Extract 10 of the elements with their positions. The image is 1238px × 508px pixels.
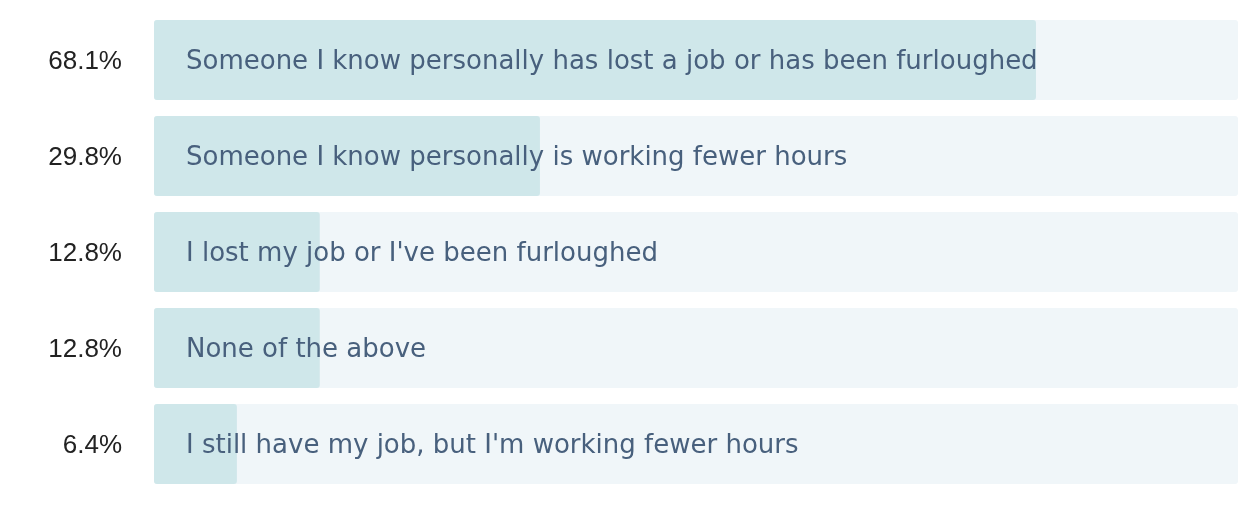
y-tick-label: I still have my job, but I'm working fewer hours [186,429,799,459]
data-label: 12.8% [48,237,122,267]
data-label: 29.8% [48,141,122,171]
data-label: 68.1% [48,45,122,75]
data-label: 12.8% [48,333,122,363]
y-tick-label: None of the above [186,333,427,363]
y-tick-label: Someone I know personally is working fewer hours [186,141,848,171]
data-label: 6.4% [62,429,122,459]
y-tick-label: Someone I know personally has lost a job or has been furloughed [186,45,1038,75]
y-tick-label: I lost my job or I've been furloughed [186,237,658,267]
